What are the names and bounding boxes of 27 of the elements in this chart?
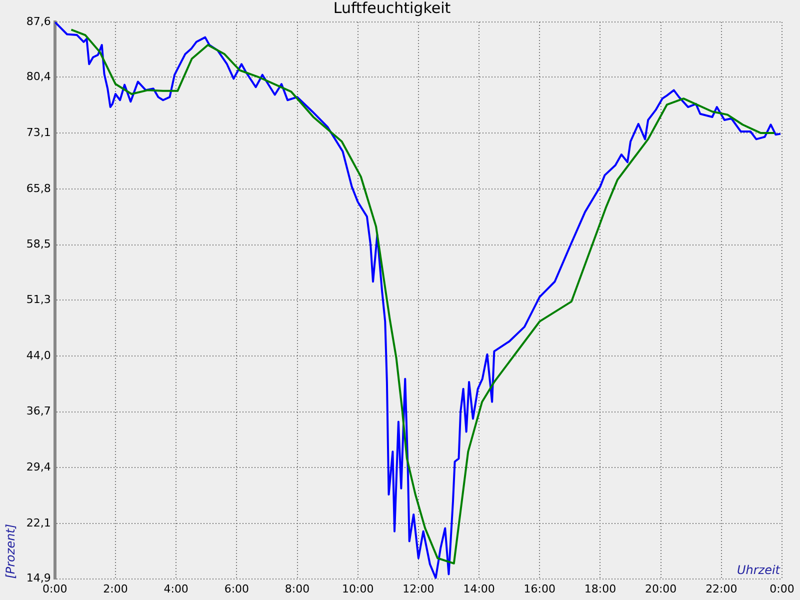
y-tick-label: 36,7 xyxy=(26,404,51,418)
x-tick-label: 20:00 xyxy=(644,582,677,596)
y-tick-label: 87,6 xyxy=(26,14,51,28)
y-tick-label: 51,3 xyxy=(26,292,51,306)
x-tick-label: 18:00 xyxy=(584,582,616,596)
x-tick-label: 0:00 xyxy=(770,582,794,596)
x-tick-label: 22:00 xyxy=(706,582,738,596)
x-axis-title: Uhrzeit xyxy=(736,562,782,577)
y-axis-title: [Prozent] xyxy=(3,524,18,579)
x-tick-label: 6:00 xyxy=(224,582,250,596)
chart-title: Luftfeuchtigkeit xyxy=(333,0,451,17)
x-tick-label: 0:00 xyxy=(42,582,68,596)
x-tick-label: 16:00 xyxy=(524,582,556,596)
y-tick-label: 58,5 xyxy=(26,238,51,251)
x-tick-label: 12:00 xyxy=(402,582,434,596)
y-tick-label: 14,9 xyxy=(26,572,51,585)
x-tick-label: 2:00 xyxy=(103,582,128,596)
y-tick-label: 44,0 xyxy=(26,348,51,362)
y-tick-label: 65,8 xyxy=(26,182,51,195)
y-tick-label: 80,4 xyxy=(26,70,51,84)
x-tick-label: 4:00 xyxy=(164,582,188,596)
x-tick-label: 14:00 xyxy=(463,582,495,596)
y-tick-label: 22,1 xyxy=(26,516,51,530)
y-tick-label: 29,4 xyxy=(26,460,51,474)
x-tick-label: 8:00 xyxy=(284,582,310,596)
x-tick-label: 10:00 xyxy=(342,582,374,596)
y-tick-label: 73,1 xyxy=(26,126,51,139)
